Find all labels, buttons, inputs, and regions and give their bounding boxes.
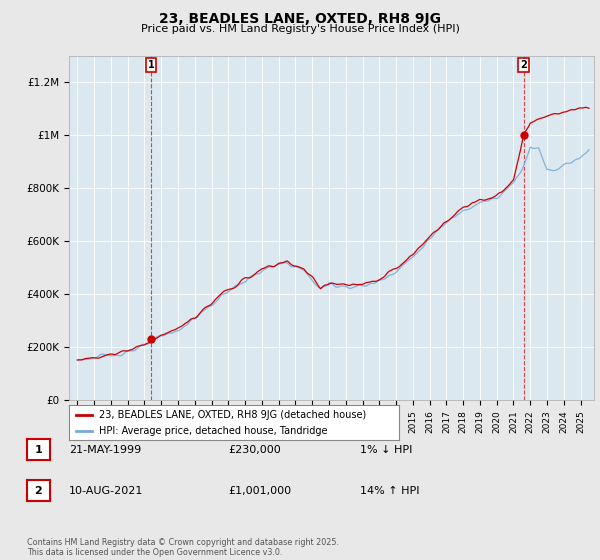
Text: £230,000: £230,000 — [228, 445, 281, 455]
Text: 1: 1 — [148, 60, 154, 70]
Text: 21-MAY-1999: 21-MAY-1999 — [69, 445, 141, 455]
Text: Price paid vs. HM Land Registry's House Price Index (HPI): Price paid vs. HM Land Registry's House … — [140, 24, 460, 34]
Text: HPI: Average price, detached house, Tandridge: HPI: Average price, detached house, Tand… — [98, 426, 327, 436]
Text: 14% ↑ HPI: 14% ↑ HPI — [360, 486, 419, 496]
Text: Contains HM Land Registry data © Crown copyright and database right 2025.
This d: Contains HM Land Registry data © Crown c… — [27, 538, 339, 557]
Text: 23, BEADLES LANE, OXTED, RH8 9JG: 23, BEADLES LANE, OXTED, RH8 9JG — [159, 12, 441, 26]
Text: 2: 2 — [35, 486, 42, 496]
Text: 10-AUG-2021: 10-AUG-2021 — [69, 486, 143, 496]
Text: 23, BEADLES LANE, OXTED, RH8 9JG (detached house): 23, BEADLES LANE, OXTED, RH8 9JG (detach… — [98, 409, 366, 419]
Text: 2: 2 — [520, 60, 527, 70]
Text: £1,001,000: £1,001,000 — [228, 486, 291, 496]
Text: 1% ↓ HPI: 1% ↓ HPI — [360, 445, 412, 455]
Text: 1: 1 — [35, 445, 42, 455]
